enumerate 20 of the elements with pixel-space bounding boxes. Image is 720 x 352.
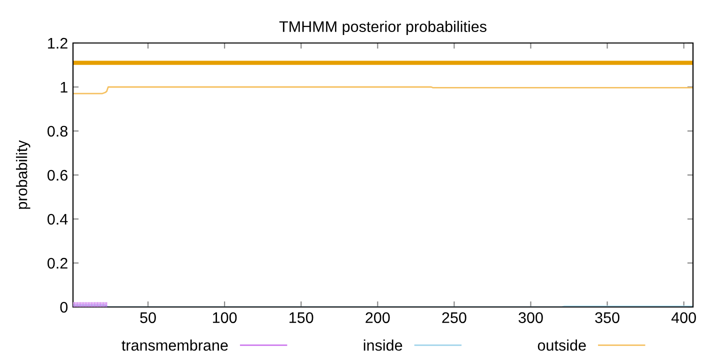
x-tick-label: 350 <box>595 312 620 324</box>
x-tick-label: 200 <box>366 312 390 324</box>
x-tick-label: 100 <box>212 312 237 324</box>
x-tick-label: 150 <box>290 312 314 324</box>
y-tick-label: 0.6 <box>48 170 68 181</box>
y-tick-label: 1.2 <box>48 38 68 49</box>
x-tick-label: 300 <box>518 312 543 324</box>
y-tick-label: 0 <box>60 302 68 313</box>
x-tick-label: 250 <box>442 312 466 324</box>
x-tick-label: 400 <box>671 312 696 324</box>
legend-label: transmembrane <box>122 340 228 351</box>
x-tick-label: 50 <box>140 312 156 324</box>
chart-title: TMHMM posterior probabilities <box>279 20 486 36</box>
y-tick-label: 0.2 <box>48 258 68 269</box>
legend-label: inside <box>364 340 402 351</box>
y-tick-label: 0.4 <box>48 214 68 225</box>
legend-label: outside <box>538 340 586 351</box>
y-tick-label: 1 <box>60 82 68 93</box>
y-tick-label: 0.8 <box>48 126 68 137</box>
y-axis-title: probability <box>16 140 30 209</box>
